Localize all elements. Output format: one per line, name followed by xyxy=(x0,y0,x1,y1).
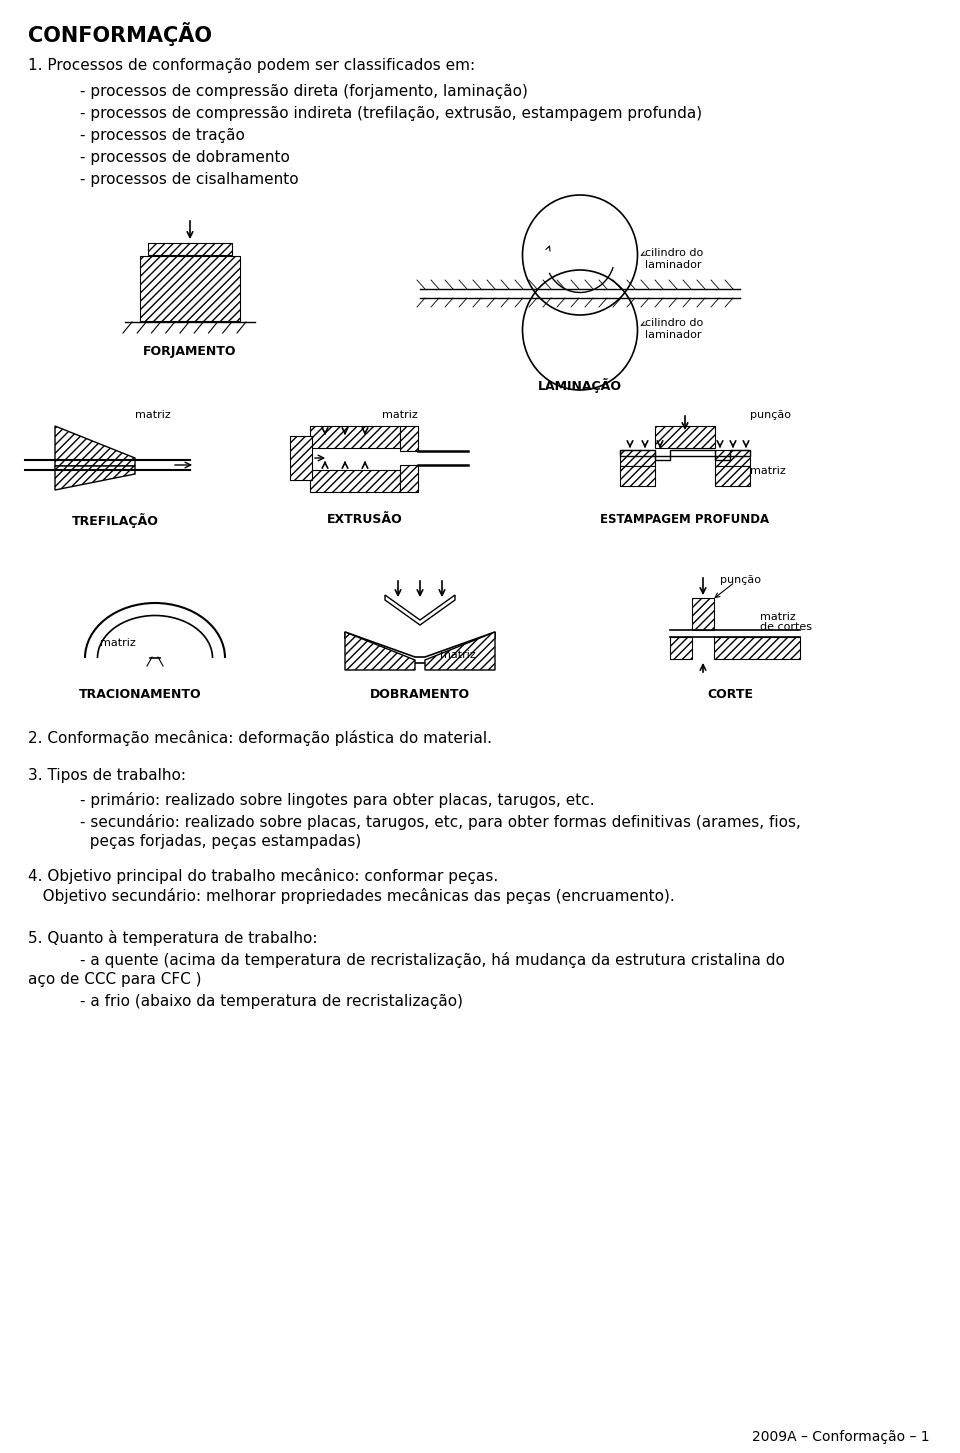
Text: - a frio (abaixo da temperatura de recristalização): - a frio (abaixo da temperatura de recri… xyxy=(80,994,463,1008)
Text: peças forjadas, peças estampadas): peças forjadas, peças estampadas) xyxy=(80,834,361,849)
Text: matriz: matriz xyxy=(135,410,171,420)
Text: cilindro do: cilindro do xyxy=(645,318,704,328)
Text: TRACIONAMENTO: TRACIONAMENTO xyxy=(79,689,202,700)
Text: - primário: realizado sobre lingotes para obter placas, tarugos, etc.: - primário: realizado sobre lingotes par… xyxy=(80,792,594,808)
Bar xyxy=(655,426,715,448)
Bar xyxy=(290,436,312,479)
Bar xyxy=(620,450,655,466)
Text: EXTRUSÃO: EXTRUSÃO xyxy=(327,513,403,526)
Text: CORTE: CORTE xyxy=(707,689,753,700)
Text: matriz: matriz xyxy=(760,612,796,622)
Text: - processos de dobramento: - processos de dobramento xyxy=(80,150,290,166)
Polygon shape xyxy=(345,632,415,670)
Bar xyxy=(148,243,232,254)
Polygon shape xyxy=(55,466,135,490)
Text: matriz: matriz xyxy=(750,466,785,477)
Text: laminador: laminador xyxy=(645,330,702,340)
Bar xyxy=(715,466,750,485)
Text: - processos de compressão direta (forjamento, laminação): - processos de compressão direta (forjam… xyxy=(80,84,528,99)
Bar xyxy=(620,466,655,485)
Text: matriz: matriz xyxy=(440,649,476,660)
Text: - processos de compressão indireta (trefilação, extrusão, estampagem profunda): - processos de compressão indireta (tref… xyxy=(80,106,702,121)
Text: CONFORMAÇÃO: CONFORMAÇÃO xyxy=(28,22,212,46)
Text: punção: punção xyxy=(720,575,761,586)
Text: - secundário: realizado sobre placas, tarugos, etc, para obter formas definitiva: - secundário: realizado sobre placas, ta… xyxy=(80,814,801,830)
Text: 5. Quanto à temperatura de trabalho:: 5. Quanto à temperatura de trabalho: xyxy=(28,930,318,946)
Polygon shape xyxy=(55,426,135,466)
Text: 2009A – Conformação – 1: 2009A – Conformação – 1 xyxy=(753,1430,930,1444)
Text: punção: punção xyxy=(750,410,791,420)
Text: matriz: matriz xyxy=(100,638,135,648)
Text: 1. Processos de conformação podem ser classificados em:: 1. Processos de conformação podem ser cl… xyxy=(28,58,475,73)
Text: DOBRAMENTO: DOBRAMENTO xyxy=(370,689,470,700)
Polygon shape xyxy=(425,632,495,670)
Bar xyxy=(310,469,400,493)
Polygon shape xyxy=(385,594,455,625)
Text: FORJAMENTO: FORJAMENTO xyxy=(143,344,237,357)
Text: cilindro do: cilindro do xyxy=(645,248,704,259)
Bar xyxy=(140,256,240,321)
Text: LAMINAÇÃO: LAMINAÇÃO xyxy=(538,378,622,392)
Text: TREFILAÇÃO: TREFILAÇÃO xyxy=(72,513,158,527)
Bar xyxy=(670,636,692,660)
Bar xyxy=(400,465,418,493)
Text: - a quente (acima da temperatura de recristalização, há mudança da estrutura cri: - a quente (acima da temperatura de recr… xyxy=(80,952,785,968)
Bar xyxy=(310,426,400,448)
Text: - processos de tração: - processos de tração xyxy=(80,128,245,142)
Text: matriz: matriz xyxy=(382,410,418,420)
Bar xyxy=(714,636,800,660)
Text: Objetivo secundário: melhorar propriedades mecânicas das peças (encruamento).: Objetivo secundário: melhorar propriedad… xyxy=(28,888,675,904)
Text: laminador: laminador xyxy=(645,260,702,270)
Text: aço de CCC para CFC ): aço de CCC para CFC ) xyxy=(28,972,202,987)
Bar xyxy=(715,450,750,466)
Text: - processos de cisalhamento: - processos de cisalhamento xyxy=(80,171,299,187)
Bar xyxy=(400,426,418,450)
Bar xyxy=(692,599,714,631)
Text: de cortes: de cortes xyxy=(760,622,812,632)
Text: 3. Tipos de trabalho:: 3. Tipos de trabalho: xyxy=(28,769,186,783)
Text: 4. Objetivo principal do trabalho mecânico: conformar peças.: 4. Objetivo principal do trabalho mecâni… xyxy=(28,867,498,883)
Text: ESTAMPAGEM PROFUNDA: ESTAMPAGEM PROFUNDA xyxy=(600,513,770,526)
Text: 2. Conformação mecânica: deformação plástica do material.: 2. Conformação mecânica: deformação plás… xyxy=(28,729,492,745)
